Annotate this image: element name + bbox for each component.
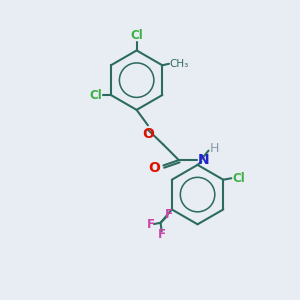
Text: N: N	[198, 153, 209, 167]
Text: O: O	[148, 161, 160, 175]
Text: H: H	[210, 142, 219, 155]
Text: F: F	[158, 228, 166, 241]
Text: Cl: Cl	[232, 172, 245, 185]
Text: O: O	[142, 127, 154, 140]
Text: F: F	[147, 218, 155, 231]
Text: F: F	[165, 208, 173, 221]
Text: CH₃: CH₃	[169, 59, 189, 69]
Text: Cl: Cl	[89, 88, 102, 101]
Text: Cl: Cl	[130, 28, 143, 41]
